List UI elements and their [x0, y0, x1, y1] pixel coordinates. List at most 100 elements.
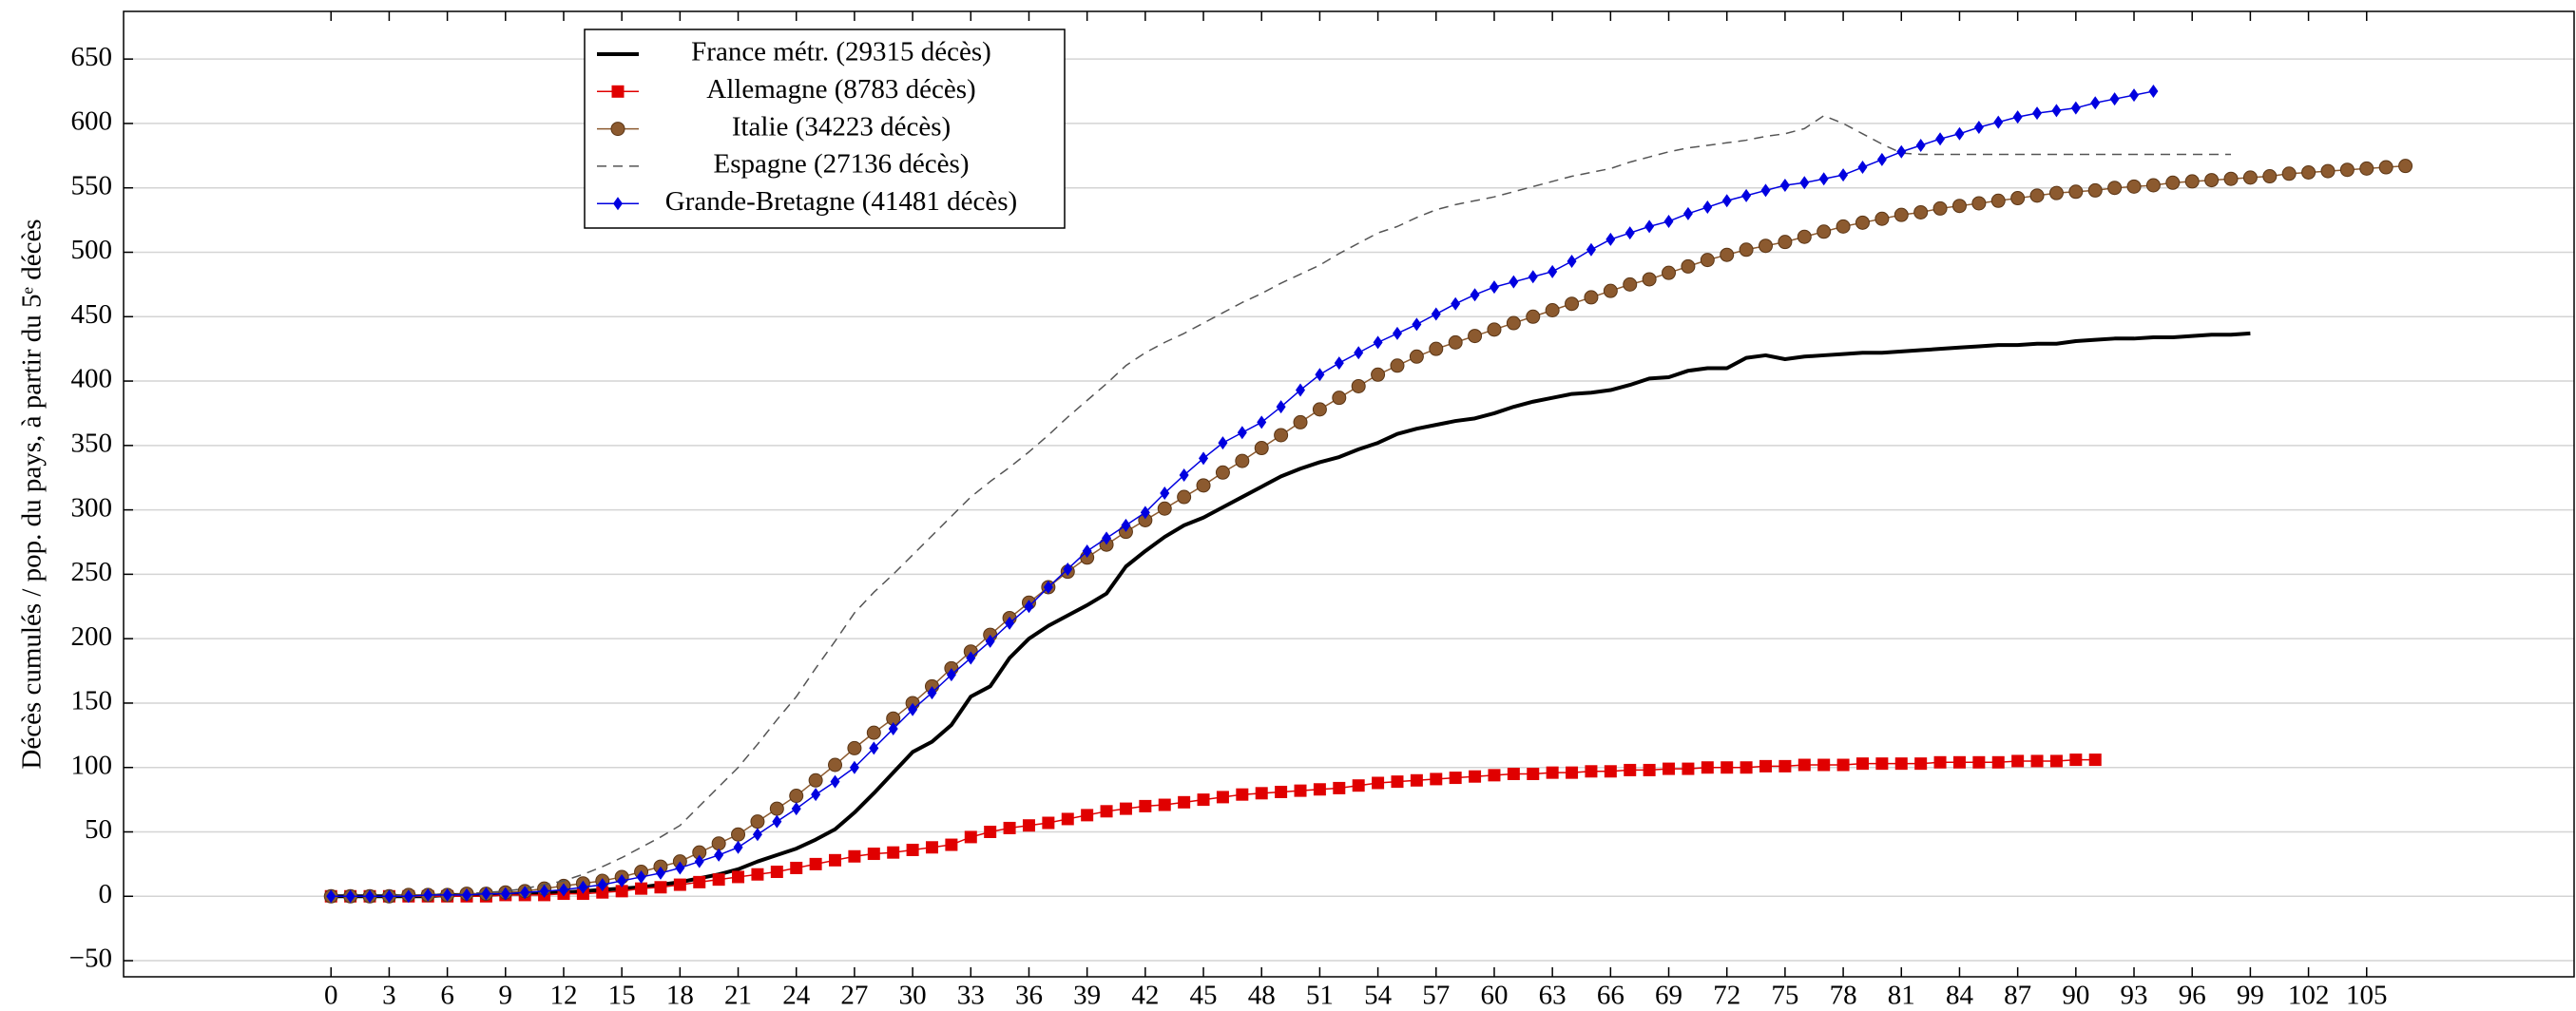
marker — [1548, 264, 1558, 278]
marker — [1779, 179, 1790, 193]
marker — [1489, 280, 1499, 295]
x-tick-label: 84 — [1946, 981, 1974, 1011]
x-tick-label: 48 — [1248, 981, 1276, 1011]
y-tick-label: 350 — [71, 428, 113, 458]
x-tick-label: 9 — [499, 981, 513, 1011]
marker — [694, 854, 704, 868]
marker — [610, 122, 625, 137]
x-tick-label: 6 — [440, 981, 454, 1011]
marker — [1160, 486, 1170, 500]
marker — [2012, 110, 2023, 124]
marker — [1157, 501, 1172, 516]
y-tick-label: 150 — [71, 686, 113, 716]
marker — [1179, 468, 1189, 483]
y-tick-label: 0 — [99, 879, 113, 909]
marker — [2090, 96, 2101, 110]
marker — [1468, 329, 1483, 344]
y-tick-label: 250 — [71, 557, 113, 587]
marker — [1933, 755, 1947, 769]
marker — [1197, 793, 1210, 807]
marker — [1857, 161, 1868, 175]
marker — [2145, 178, 2161, 193]
x-tick-label: 99 — [2237, 981, 2264, 1011]
marker — [578, 880, 588, 894]
marker — [2068, 184, 2084, 200]
marker — [673, 878, 686, 891]
marker — [1315, 368, 1325, 382]
marker — [714, 848, 724, 862]
marker — [732, 870, 745, 884]
marker — [2011, 754, 2025, 768]
marker — [1624, 763, 1637, 776]
marker — [964, 830, 977, 844]
marker — [1739, 242, 1754, 258]
marker — [1971, 196, 1987, 211]
marker — [365, 889, 375, 904]
x-tick-label: 57 — [1422, 981, 1450, 1011]
marker — [1236, 788, 1249, 801]
x-tick-label: 102 — [2288, 981, 2330, 1011]
marker — [2087, 182, 2103, 198]
marker — [945, 838, 958, 851]
marker — [655, 866, 665, 880]
marker — [1296, 383, 1306, 397]
marker — [1119, 802, 1132, 815]
marker — [1876, 152, 1887, 166]
marker — [615, 885, 628, 898]
marker — [1139, 799, 1152, 812]
y-tick-label: 400 — [71, 364, 113, 394]
marker — [1894, 757, 1908, 771]
marker — [1546, 766, 1559, 779]
marker — [654, 881, 667, 894]
legend-label: Grande-Bretagne (41481 décès) — [665, 186, 1017, 217]
marker — [1509, 275, 1519, 289]
marker — [1431, 307, 1441, 321]
y-tick-label: −50 — [69, 944, 112, 974]
marker — [1874, 211, 1890, 226]
marker — [2165, 175, 2181, 190]
marker — [636, 869, 646, 884]
marker — [403, 889, 413, 904]
marker — [828, 757, 843, 773]
x-tick-label: 105 — [2346, 981, 2388, 1011]
marker — [1701, 761, 1714, 774]
marker — [2048, 185, 2064, 200]
marker — [2262, 169, 2278, 184]
marker — [1254, 441, 1269, 456]
marker — [617, 874, 627, 888]
x-tick-label: 24 — [782, 981, 811, 1011]
marker — [866, 725, 881, 740]
marker — [829, 853, 842, 867]
marker — [2148, 85, 2159, 99]
marker — [1681, 258, 1696, 274]
marker — [1527, 767, 1540, 780]
marker — [1082, 544, 1092, 558]
marker — [1312, 402, 1327, 417]
marker — [1605, 232, 1616, 246]
marker — [847, 740, 862, 755]
y-tick-label: 200 — [71, 621, 113, 652]
marker — [751, 868, 764, 881]
marker — [1391, 775, 1404, 789]
marker — [1469, 770, 1482, 783]
marker — [1352, 779, 1365, 792]
marker — [752, 828, 762, 842]
marker — [1199, 451, 1209, 466]
marker — [1952, 755, 1966, 769]
marker — [849, 760, 859, 774]
marker — [1991, 755, 2005, 769]
marker — [611, 85, 625, 98]
marker — [1196, 478, 1211, 493]
marker — [1257, 415, 1267, 429]
marker — [2204, 173, 2220, 188]
marker — [731, 827, 746, 842]
y-tick-label: 500 — [71, 235, 113, 265]
marker — [984, 825, 997, 838]
series-line — [331, 115, 2231, 898]
marker — [1644, 219, 1655, 234]
marker — [345, 889, 356, 904]
x-tick-label: 0 — [324, 981, 338, 1011]
marker — [985, 634, 995, 648]
x-tick-label: 72 — [1713, 981, 1740, 1011]
marker — [2109, 92, 2120, 106]
